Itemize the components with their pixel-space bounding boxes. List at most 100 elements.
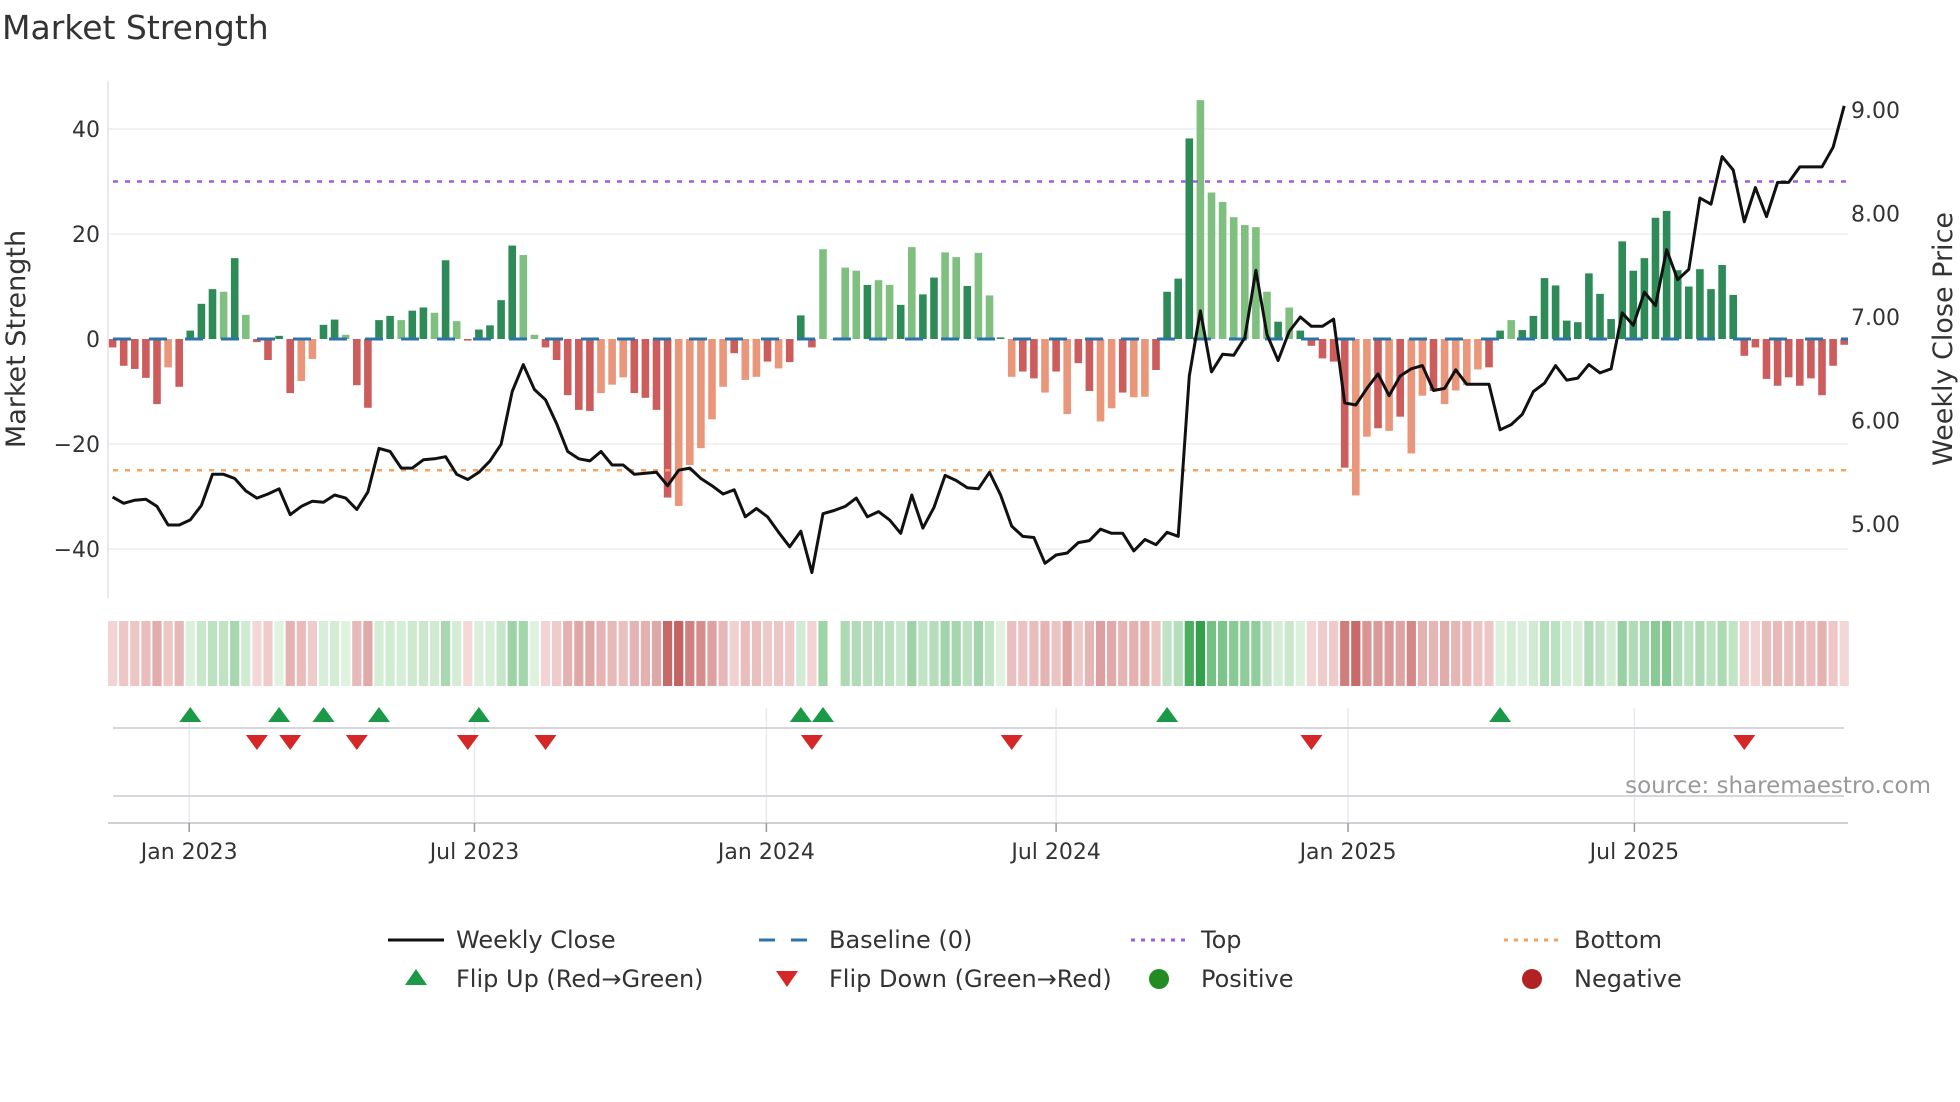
heat-cell xyxy=(1495,621,1505,686)
strength-bar xyxy=(797,315,805,339)
heat-cell xyxy=(529,621,539,686)
heat-cell xyxy=(1784,621,1794,686)
strength-bar xyxy=(1374,339,1382,429)
strength-bar xyxy=(1474,339,1482,370)
weekly-close-line xyxy=(111,105,1846,575)
strength-bar xyxy=(808,339,816,348)
source-label: source: sharemaestro.com xyxy=(1625,773,1931,799)
heat-cell xyxy=(1462,621,1472,686)
strength-bar xyxy=(464,339,472,341)
heat-cell xyxy=(1317,621,1328,686)
y-axis-title: Market Strength xyxy=(1,230,32,448)
heat-cell xyxy=(1728,621,1738,686)
strength-bar xyxy=(1440,339,1449,405)
heat-cell xyxy=(1084,621,1094,686)
strength-bar xyxy=(641,339,650,398)
strength-bar xyxy=(608,339,616,385)
heat-cell xyxy=(1384,621,1394,686)
heat-cell xyxy=(862,621,872,686)
heat-cell xyxy=(707,621,717,686)
heat-cell xyxy=(574,621,584,686)
strength-bar xyxy=(1429,339,1438,391)
heat-cell xyxy=(185,621,195,686)
heat-cell xyxy=(1750,621,1760,686)
strength-bar xyxy=(985,295,994,339)
heat-cell xyxy=(1229,621,1239,686)
strength-bar xyxy=(597,339,605,394)
heat-cell xyxy=(285,621,295,686)
flip-down-marker xyxy=(1733,735,1756,750)
strength-bar xyxy=(197,303,206,339)
strength-bar xyxy=(1263,291,1271,339)
heat-cell xyxy=(174,621,184,686)
strength-bar xyxy=(1574,322,1582,339)
strength-bar xyxy=(1030,339,1038,379)
strength-bar xyxy=(186,330,195,339)
heat-cell xyxy=(1551,621,1561,686)
heat-cell xyxy=(130,621,140,686)
flip-up-marker xyxy=(368,707,390,722)
strength-bar xyxy=(1152,339,1160,370)
heat-cell xyxy=(1206,621,1217,686)
heat-cell xyxy=(496,621,506,686)
heat-cell xyxy=(1739,621,1749,686)
strength-bar xyxy=(253,339,261,343)
strength-bar xyxy=(486,325,494,339)
heat-cell xyxy=(1018,621,1028,686)
strength-bar xyxy=(708,339,716,420)
strength-bar xyxy=(1773,339,1782,386)
strength-bar xyxy=(885,284,894,339)
strength-bar xyxy=(1052,339,1060,372)
heat-cell xyxy=(962,621,972,686)
heat-cell xyxy=(207,621,218,686)
strength-bar xyxy=(1629,270,1638,339)
strength-bar xyxy=(397,320,405,339)
strength-bar xyxy=(1252,227,1260,339)
heat-cell xyxy=(474,621,484,686)
strength-bar xyxy=(1529,315,1538,339)
strength-bar xyxy=(230,258,239,339)
y2-tick-label: 5.00 xyxy=(1851,513,1900,538)
heat-cell xyxy=(1195,621,1205,686)
heat-cell xyxy=(674,621,684,686)
heat-cell xyxy=(429,621,440,686)
heat-cell xyxy=(374,621,384,686)
heat-cell xyxy=(1140,621,1150,686)
y2-tick-label: 8.00 xyxy=(1851,203,1900,228)
strength-bar xyxy=(386,315,394,339)
flip-down-marker xyxy=(456,735,479,750)
strength-bar xyxy=(1585,273,1593,339)
heat-cell xyxy=(119,621,129,686)
y2-tick-label: 9.00 xyxy=(1851,99,1900,124)
legend-negative-icon xyxy=(1522,969,1542,989)
legend-label: Negative xyxy=(1574,965,1682,993)
strength-bar xyxy=(364,339,372,408)
strength-bar xyxy=(175,339,183,387)
heat-cell xyxy=(1817,621,1827,686)
strength-bar xyxy=(164,339,172,368)
heat-cell xyxy=(1517,621,1527,686)
heat-cell xyxy=(407,621,417,686)
strength-bar xyxy=(974,252,983,339)
heat-cell xyxy=(1029,621,1039,686)
heat-cell xyxy=(452,621,462,686)
strength-bar xyxy=(1607,319,1615,339)
heat-cell xyxy=(918,621,928,686)
heat-cell xyxy=(363,621,373,686)
strength-bar xyxy=(896,304,905,339)
heat-cell xyxy=(873,621,884,686)
gridlines xyxy=(108,128,1848,823)
legend-flip-up-icon xyxy=(405,969,427,985)
strength-bar xyxy=(730,339,738,354)
strength-bar xyxy=(752,339,761,377)
heat-cell xyxy=(163,621,173,686)
strength-bar xyxy=(1740,339,1749,356)
strength-bar xyxy=(142,339,150,378)
heat-cell xyxy=(685,621,695,686)
strength-bar xyxy=(563,339,572,396)
legend-label: Flip Up (Red→Green) xyxy=(456,965,704,993)
axes: 40 20 0 −20 −40 9.00 8.00 7.00 6.00 5.00 Jan 2023 J… xyxy=(54,81,1900,865)
strength-bar xyxy=(1518,330,1527,339)
x-tick-label: Jul 2023 xyxy=(428,840,520,865)
y2-tick-label: 6.00 xyxy=(1851,410,1900,435)
